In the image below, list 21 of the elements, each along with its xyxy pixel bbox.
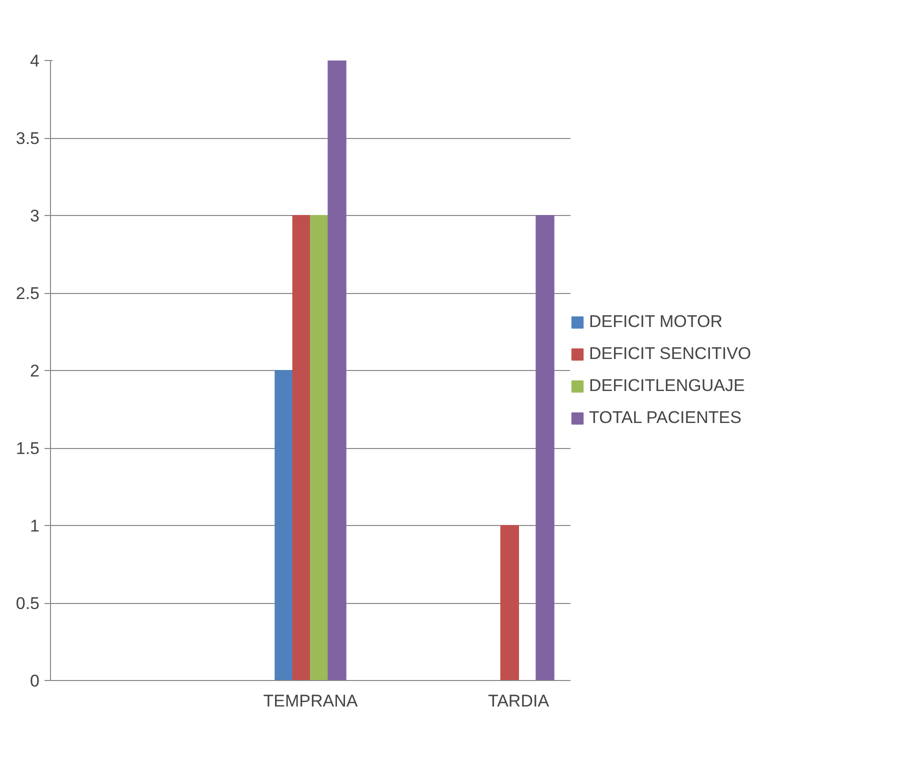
legend-label: TOTAL PACIENTES xyxy=(589,408,742,428)
bar xyxy=(274,370,294,680)
bar xyxy=(536,215,554,680)
bar xyxy=(292,215,311,680)
y-tick-label: 1 xyxy=(30,516,40,536)
y-tick-label: 2 xyxy=(30,362,40,380)
y-tick-label: 0.5 xyxy=(16,594,40,613)
bar xyxy=(310,215,329,680)
legend-label: DEFICITLENGUAJE xyxy=(589,376,745,396)
y-tick-label: 3 xyxy=(30,206,40,226)
y-tick-label: 4 xyxy=(30,52,40,70)
legend-label: DEFICIT SENCITIVO xyxy=(589,344,752,364)
y-tick-label: 1.5 xyxy=(16,439,40,458)
y-tick-label: 0 xyxy=(30,672,40,690)
x-tick-label: TEMPRANA xyxy=(263,692,358,710)
y-tick-label: 3.5 xyxy=(16,129,40,148)
bar xyxy=(500,525,519,680)
bar xyxy=(328,60,346,680)
y-tick-label: 2.5 xyxy=(16,284,40,303)
legend-label: DEFICIT MOTOR xyxy=(589,312,722,332)
x-tick-label: TARDIA xyxy=(488,692,550,710)
